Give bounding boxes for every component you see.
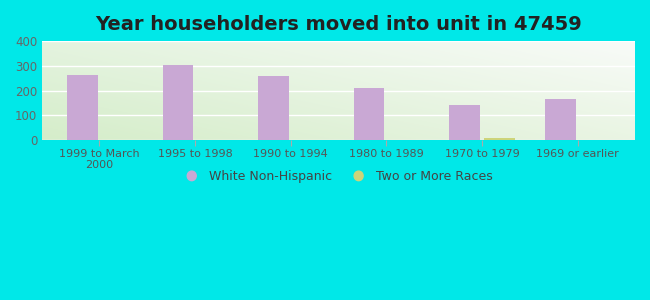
Bar	[258, 76, 289, 140]
Legend: White Non-Hispanic, Two or More Races: White Non-Hispanic, Two or More Races	[179, 165, 498, 188]
Title: Year householders moved into unit in 47459: Year householders moved into unit in 474…	[95, 15, 582, 34]
Bar	[484, 138, 515, 140]
Bar	[162, 64, 193, 140]
Bar	[545, 99, 576, 140]
Bar	[67, 75, 98, 140]
Bar	[450, 105, 480, 140]
Bar	[354, 88, 384, 140]
